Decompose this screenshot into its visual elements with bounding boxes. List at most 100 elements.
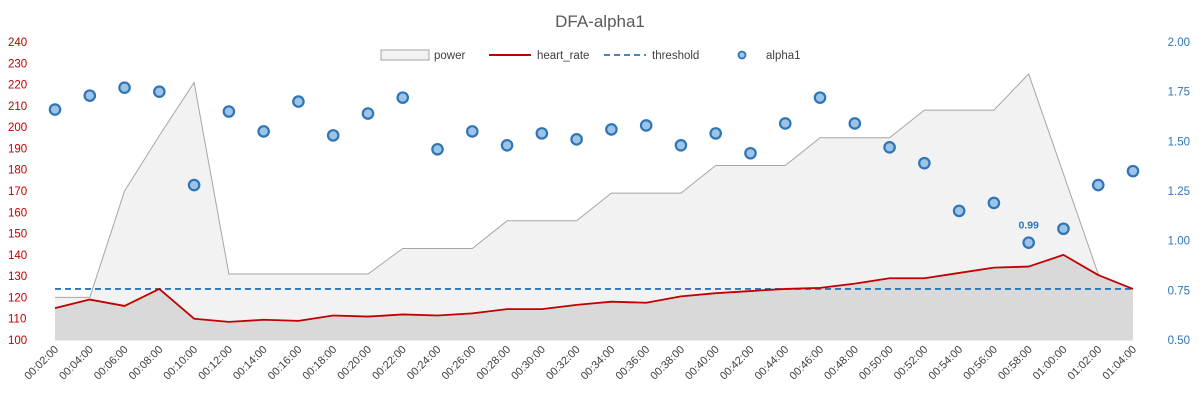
alpha1-point bbox=[431, 142, 444, 156]
x-tick-label: 00:58:00 bbox=[996, 344, 1035, 383]
y-left-tick-label: 130 bbox=[8, 271, 27, 283]
x-tick-label: 00:42:00 bbox=[718, 344, 757, 383]
x-tick-label: 00:04:00 bbox=[57, 344, 96, 383]
x-tick-label: 00:18:00 bbox=[301, 344, 340, 383]
x-tick-label: 01:04:00 bbox=[1100, 344, 1139, 383]
alpha1-point bbox=[118, 81, 131, 94]
alpha1-point bbox=[674, 139, 688, 152]
x-tick-label: 00:12:00 bbox=[196, 344, 235, 383]
alpha1-point bbox=[605, 123, 618, 136]
x-tick-label: 00:48:00 bbox=[822, 344, 861, 383]
alpha1-layer: 0.99 bbox=[48, 81, 1140, 249]
x-tick-label: 00:20:00 bbox=[335, 344, 374, 383]
y-left-tick-label: 180 bbox=[8, 165, 27, 177]
y-left-tick-label: 200 bbox=[8, 122, 27, 134]
x-tick-label: 00:24:00 bbox=[405, 344, 444, 383]
legend-power-swatch bbox=[380, 49, 430, 61]
alpha1-point bbox=[48, 103, 62, 116]
y-left-tick-label: 150 bbox=[8, 229, 27, 241]
x-tick-label: 00:32:00 bbox=[544, 344, 583, 383]
legend-threshold-label: threshold bbox=[652, 50, 699, 62]
x-tick-label: 00:28:00 bbox=[474, 344, 513, 383]
legend-power-label: power bbox=[434, 50, 465, 62]
alpha1-point bbox=[1126, 164, 1140, 178]
alpha1-point bbox=[813, 91, 827, 104]
alpha1-point bbox=[952, 204, 966, 218]
alpha1-point bbox=[918, 156, 931, 170]
heart-rate-layer bbox=[54, 253, 1134, 323]
alpha1-point bbox=[83, 89, 97, 102]
power-layer bbox=[55, 72, 1134, 340]
legend-heart-rate-label: heart_rate bbox=[537, 50, 589, 62]
x-tick-label: 00:46:00 bbox=[787, 344, 826, 383]
alpha1-point bbox=[361, 107, 375, 120]
y-left-tick-label: 160 bbox=[8, 207, 27, 219]
x-tick-label: 01:02:00 bbox=[1066, 344, 1105, 383]
alpha1-point bbox=[153, 85, 166, 98]
alpha1-point bbox=[500, 139, 514, 152]
heart-rate-line bbox=[54, 253, 1134, 323]
alpha1-point bbox=[187, 178, 201, 192]
alpha1-point bbox=[987, 196, 1001, 210]
y-right-tick-label: 1.50 bbox=[1168, 136, 1190, 148]
x-tick-label: 00:50:00 bbox=[857, 344, 896, 383]
x-tick-label: 01:00:00 bbox=[1031, 344, 1070, 383]
x-tick-label: 00:38:00 bbox=[648, 344, 687, 383]
x-tick-label: 00:08:00 bbox=[127, 344, 166, 383]
legend-alpha1-label: alpha1 bbox=[766, 50, 801, 62]
x-tick-label: 00:34:00 bbox=[579, 344, 618, 383]
y-right-tick-label: 2.00 bbox=[1168, 37, 1190, 49]
x-tick-label: 00:16:00 bbox=[266, 344, 305, 383]
alpha1-point bbox=[1091, 178, 1105, 192]
y-left-tick-label: 210 bbox=[8, 101, 27, 113]
alpha1-point bbox=[326, 129, 340, 142]
x-tick-label: 00:40:00 bbox=[683, 344, 722, 383]
y-left-tick-label: 240 bbox=[8, 37, 27, 49]
alpha1-point bbox=[778, 117, 792, 130]
y-left-tick-label: 220 bbox=[8, 80, 27, 92]
alpha1-point bbox=[222, 105, 236, 118]
alpha1-point bbox=[744, 146, 757, 160]
alpha1-point bbox=[292, 95, 305, 108]
x-tick-label: 00:52:00 bbox=[892, 344, 931, 383]
alpha1-point bbox=[257, 125, 270, 138]
alpha1-point bbox=[1022, 236, 1035, 249]
chart-title: DFA-alpha1 bbox=[555, 12, 645, 31]
x-tick-label: 00:26:00 bbox=[440, 344, 479, 383]
y-left-tick-label: 170 bbox=[8, 186, 27, 198]
alpha1-point bbox=[465, 125, 479, 138]
alpha1-point bbox=[535, 127, 549, 140]
alpha1-point bbox=[1057, 222, 1070, 236]
x-tick-label: 00:30:00 bbox=[509, 344, 548, 383]
alpha1-point bbox=[639, 119, 653, 132]
x-tick-label: 00:36:00 bbox=[614, 344, 653, 383]
y-left-tick-label: 140 bbox=[8, 250, 27, 262]
y-left-tick-label: 120 bbox=[8, 292, 27, 304]
alpha1-point bbox=[396, 91, 410, 104]
x-tick-label: 00:54:00 bbox=[926, 344, 965, 383]
heart-rate-area bbox=[55, 254, 1133, 340]
x-tick-label: 00:06:00 bbox=[92, 344, 131, 383]
power-area bbox=[55, 73, 1133, 340]
power-outline bbox=[55, 72, 1134, 307]
alpha1-point bbox=[570, 133, 583, 146]
y-right-tick-label: 1.00 bbox=[1168, 236, 1190, 248]
y-left-tick-label: 190 bbox=[8, 143, 27, 155]
alpha1-point bbox=[848, 117, 862, 130]
y-right-tick-label: 0.50 bbox=[1168, 335, 1190, 347]
alpha1-point bbox=[709, 127, 723, 140]
legend: power heart_rate threshold alpha1 bbox=[380, 49, 801, 62]
alpha1-point bbox=[883, 140, 896, 154]
x-tick-label: 00:44:00 bbox=[753, 344, 792, 383]
x-tick-label: 00:02:00 bbox=[22, 344, 61, 383]
y-right-tick-label: 1.25 bbox=[1168, 186, 1190, 198]
x-tick-label: 00:10:00 bbox=[161, 344, 200, 383]
alpha1-data-label: 0.99 bbox=[1018, 220, 1039, 232]
legend-alpha1-swatch bbox=[737, 50, 747, 60]
y-left-tick-label: 100 bbox=[8, 335, 27, 347]
x-tick-label: 00:56:00 bbox=[961, 344, 1000, 383]
x-tick-label: 00:14:00 bbox=[231, 344, 270, 383]
y-left-tick-label: 230 bbox=[8, 58, 27, 70]
y-right-tick-label: 1.75 bbox=[1168, 87, 1190, 99]
